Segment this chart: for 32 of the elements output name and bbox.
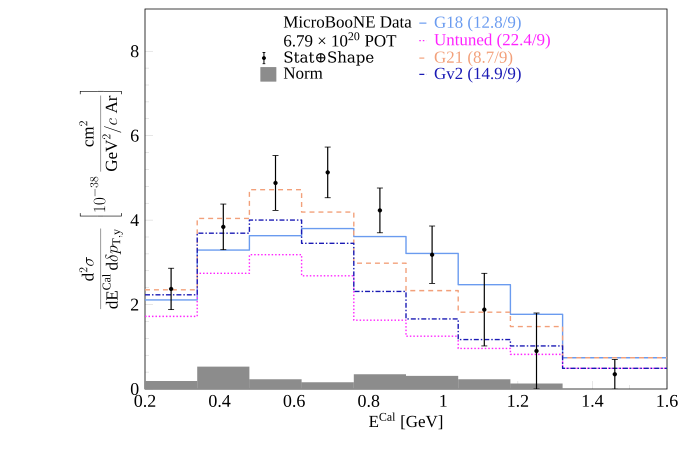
y-tick-label: 6 xyxy=(130,130,139,142)
point xyxy=(168,286,174,292)
y-tick-label: 8 xyxy=(130,45,138,58)
point xyxy=(482,307,486,312)
legend-title: MicroBooNE Data xyxy=(284,16,412,28)
x-tick-label: 0.6 xyxy=(284,394,305,408)
point xyxy=(273,180,278,186)
x-axis-title: E$^{Cal}$ [GeV] xyxy=(369,412,442,430)
point xyxy=(378,208,382,213)
legend-label: Untuned (22.4/9) xyxy=(434,33,550,49)
point xyxy=(534,348,539,354)
x-tick-label: 1.2 xyxy=(508,394,528,407)
point xyxy=(326,170,330,175)
x-tick-label: 0.2 xyxy=(134,394,156,408)
x-tick-label: 1.4 xyxy=(582,394,604,407)
point xyxy=(430,252,434,257)
y-tick-label: 0 xyxy=(130,382,138,396)
y-tick-label: 4 xyxy=(130,214,139,226)
annotation: 6.79 × 10$^{20}$ POT xyxy=(284,32,396,47)
x-tick-label: 1.6 xyxy=(657,394,678,407)
point xyxy=(221,224,226,230)
legend-label: Gv2 (14.9/9) xyxy=(434,67,521,83)
x-tick-label: 0.4 xyxy=(209,394,230,408)
y-tick-label: 2 xyxy=(130,298,138,310)
legend-label: Norm xyxy=(284,68,323,79)
legend-label: Stat⊕Shape xyxy=(284,51,374,66)
point xyxy=(612,372,617,376)
x-tick-label: 0.8 xyxy=(358,394,380,408)
y-axis-title: $\frac{\mathrm{d}^{2}\sigma}{\mathrm{dE}^{\mathrm{Cal}}\,\mathrm{d}\delta p_{\mathrm{T,y}}}\;\left[10^{-38}\,\frac{\mathrm{cm}^{2}}{\mathrm{GeV}^{2}/c\;\mathrm{Ar}}\right]$ xyxy=(79,90,123,310)
legend-label: G21 (8.7/9) xyxy=(434,50,512,66)
x-tick-label: 1 xyxy=(440,394,447,407)
legend-label: G18 (12.8/9) xyxy=(434,16,521,32)
